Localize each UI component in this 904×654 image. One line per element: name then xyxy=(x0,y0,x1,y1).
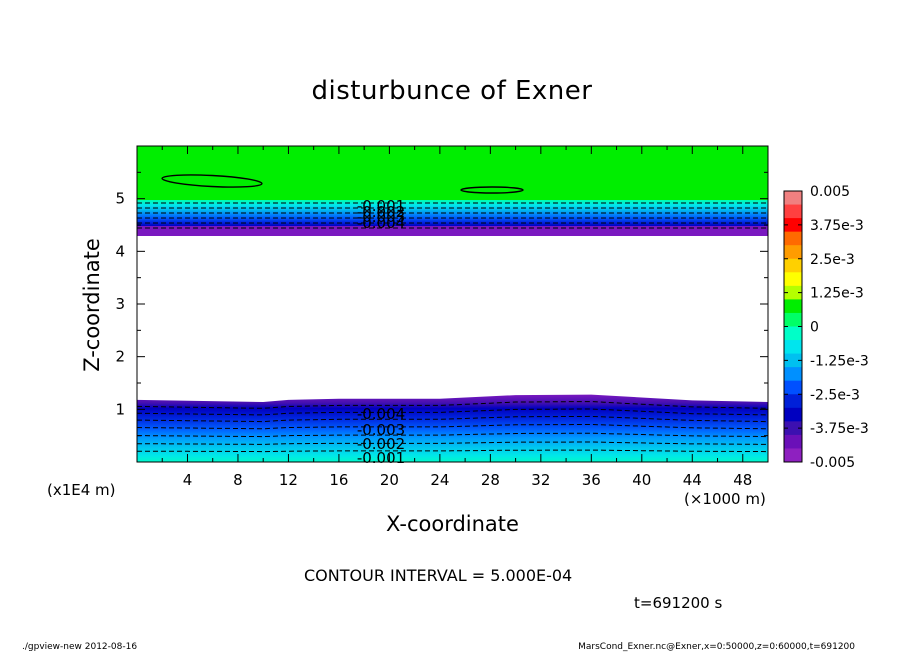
x-axis-label: X-coordinate xyxy=(386,512,519,536)
x-tick-label: 28 xyxy=(481,471,500,489)
colorbar-tick-label: 1.25e-3 xyxy=(810,286,864,302)
colorbar-segment xyxy=(784,421,802,436)
zero-zone-fill xyxy=(137,146,768,206)
contour-line xyxy=(137,401,768,409)
colorbar-segment xyxy=(784,231,802,246)
no-data-region xyxy=(137,236,768,401)
colorbar-segment xyxy=(784,272,802,287)
contour-label: -0.002 xyxy=(357,435,405,453)
contour-label: -0.004 xyxy=(357,405,405,423)
colorbar-tick-label: 0 xyxy=(810,320,819,336)
colorbar-tick-label: 3.75e-3 xyxy=(810,218,864,234)
colorbar-segment xyxy=(784,191,802,206)
zero-contour-loop xyxy=(161,174,263,188)
footer-source-info: MarsCond_Exner.nc@Exner,x=0:50000,z=0:60… xyxy=(578,642,855,652)
colorbar-tick-label: -2.5e-3 xyxy=(810,387,860,403)
y-tick-label: 1 xyxy=(115,400,125,418)
lower-band-fill xyxy=(137,394,768,462)
x-tick-label: 32 xyxy=(531,471,550,489)
colorbar-segment xyxy=(784,353,802,368)
colorbar-segment xyxy=(784,380,802,395)
colorbar-segment xyxy=(784,394,802,409)
x-tick-label: 20 xyxy=(380,471,399,489)
y-axis-label: Z-coordinate xyxy=(80,238,104,372)
upper-band-edge xyxy=(137,226,768,236)
contour-line xyxy=(137,432,768,438)
x-tick-label: 24 xyxy=(430,471,449,489)
colorbar-segment xyxy=(784,258,802,273)
contour-line xyxy=(137,408,768,416)
colorbar: 0.005 3.75e-3 2.5e-3 1.25e-3 0 -1.25e-3 -2.5e-… xyxy=(783,184,869,471)
colorbar-segment xyxy=(784,340,802,355)
x-tick-label: 8 xyxy=(233,471,243,489)
contour-line xyxy=(137,441,768,445)
time-stamp: t=691200 s xyxy=(634,594,723,612)
x-unit-label: (×1000 m) xyxy=(684,490,766,508)
colorbar-segment xyxy=(784,299,802,314)
colorbar-tick-label: -0.005 xyxy=(810,455,855,471)
colorbar-segment xyxy=(784,218,802,233)
y-unit-label: (x1E4 m) xyxy=(47,481,116,499)
contour-line xyxy=(137,424,768,430)
footer-program-info: ./gpview-new 2012-08-16 xyxy=(22,642,138,652)
contour-labels: -0.001-0.002-0.003-0.004-0.004-0.003-0.0… xyxy=(357,197,405,467)
contour-label: -0.002 xyxy=(357,203,405,221)
x-tick-label: 12 xyxy=(279,471,298,489)
upper-contour-lines xyxy=(137,202,768,229)
x-tick-label: 40 xyxy=(632,471,651,489)
x-tick-label: 48 xyxy=(733,471,752,489)
colorbar-tick-label: 2.5e-3 xyxy=(810,252,855,268)
colorbar-segment xyxy=(784,367,802,382)
x-tick-label: 16 xyxy=(329,471,348,489)
colorbar-segment xyxy=(784,204,802,219)
colorbar-tick-label: -1.25e-3 xyxy=(810,353,869,369)
contour-line xyxy=(137,449,768,453)
x-tick-label: 44 xyxy=(683,471,702,489)
colorbar-segment xyxy=(784,434,802,449)
chart-title: disturbunce of Exner xyxy=(311,76,593,106)
contour-label: -0.003 xyxy=(357,421,405,439)
y-tick-label: 4 xyxy=(115,242,125,260)
colorbar-segment xyxy=(784,312,802,327)
y-tick-label: 2 xyxy=(115,348,125,366)
zero-contour-loop xyxy=(460,186,524,194)
y-tick-label: 5 xyxy=(115,190,125,208)
contour-line xyxy=(137,415,768,423)
contour-label: -0.004 xyxy=(357,214,405,232)
y-tick-label: 3 xyxy=(115,295,125,313)
plot-area xyxy=(137,146,768,462)
contour-interval-note: CONTOUR INTERVAL = 5.000E-04 xyxy=(304,566,573,585)
contour-label: -0.003 xyxy=(357,208,405,226)
colorbar-tick-label: 0.005 xyxy=(810,184,850,200)
colorbar-segment xyxy=(784,245,802,260)
x-tick-label: 36 xyxy=(582,471,601,489)
colorbar-segment xyxy=(784,448,802,463)
colorbar-segment xyxy=(784,285,802,300)
x-tick-label: 4 xyxy=(183,471,193,489)
colorbar-segment xyxy=(784,407,802,422)
contour-label: -0.001 xyxy=(357,197,405,215)
colorbar-tick-label: -3.75e-3 xyxy=(810,421,869,437)
lower-contour-lines xyxy=(137,401,768,453)
colorbar-segment xyxy=(784,326,802,341)
